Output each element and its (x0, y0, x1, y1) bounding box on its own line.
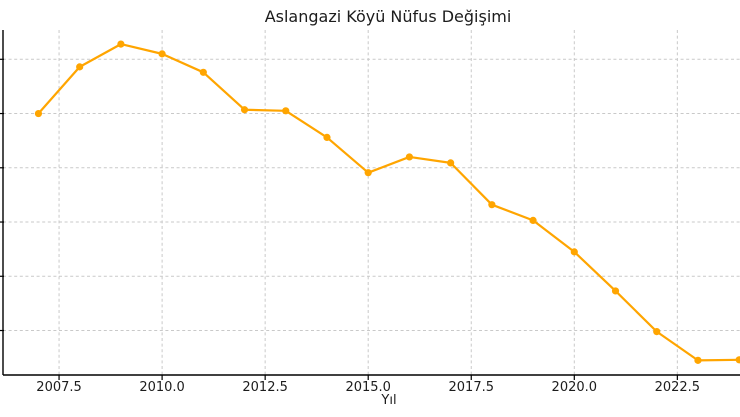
data-point-marker (447, 159, 455, 167)
data-point-marker (199, 68, 207, 76)
data-point-marker (117, 40, 125, 48)
x-tick-label: 2012.5 (242, 380, 288, 395)
data-point-marker (735, 356, 740, 364)
axes (0, 30, 740, 380)
x-tick-label: 2017.5 (449, 380, 495, 395)
data-point-marker (529, 216, 537, 224)
chart-title: Aslangazi Köyü Nüfus Değişimi (265, 7, 512, 26)
data-point-marker (240, 106, 249, 114)
data-point-marker (611, 287, 620, 295)
data-point-marker (364, 169, 372, 177)
data-point-marker (34, 109, 43, 118)
series-line (37, 42, 740, 362)
population-series (34, 40, 740, 364)
x-axis-label: Yıl (380, 393, 396, 408)
gridlines (3, 30, 740, 375)
x-axis-tick-labels: 2007.5 2010.0 2012.5 2015.0 2017.5 2020.0 2022… (36, 380, 700, 395)
x-tick-label: 2022.5 (655, 380, 701, 395)
data-point-marker (323, 133, 331, 142)
data-point-marker (282, 107, 290, 115)
data-point-marker (76, 63, 84, 71)
x-tick-label: 2010.0 (139, 380, 185, 395)
x-tick-label: 2007.5 (36, 380, 82, 395)
data-point-marker (570, 248, 578, 256)
x-tick-label: 2020.0 (552, 380, 598, 395)
data-point-marker (488, 201, 496, 209)
data-point-marker (653, 328, 661, 336)
x-tick-label: 2015.0 (345, 380, 391, 395)
data-point-marker (694, 356, 702, 364)
data-point-marker (405, 153, 414, 161)
data-point-marker (158, 50, 166, 58)
